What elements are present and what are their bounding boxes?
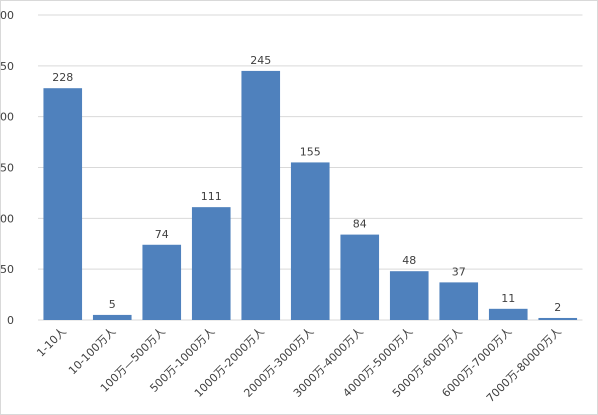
bar bbox=[538, 317, 578, 320]
y-tick-label: 50 bbox=[0, 263, 14, 276]
y-tick-label: 150 bbox=[0, 162, 14, 175]
y-tick-label: 200 bbox=[0, 111, 14, 124]
data-label: 111 bbox=[201, 190, 222, 203]
y-tick-label: 0 bbox=[7, 314, 14, 327]
data-label: 37 bbox=[452, 265, 466, 278]
data-label: 74 bbox=[155, 228, 169, 241]
bar bbox=[142, 244, 182, 320]
bar bbox=[340, 234, 380, 320]
y-tick-label: 300 bbox=[0, 9, 14, 22]
data-label: 245 bbox=[250, 54, 271, 67]
data-label: 2 bbox=[554, 301, 561, 314]
bar bbox=[92, 314, 132, 320]
bar bbox=[488, 308, 528, 320]
data-label: 84 bbox=[353, 218, 367, 231]
data-label: 48 bbox=[402, 254, 416, 267]
data-label: 155 bbox=[300, 145, 321, 158]
bar bbox=[439, 282, 479, 320]
bar bbox=[290, 162, 330, 320]
bar bbox=[389, 271, 429, 320]
data-label: 11 bbox=[501, 292, 515, 305]
y-tick-label: 250 bbox=[0, 60, 14, 73]
y-tick-label: 100 bbox=[0, 212, 14, 225]
bar bbox=[241, 70, 281, 321]
data-label: 228 bbox=[52, 71, 73, 84]
bar bbox=[43, 88, 83, 320]
bar bbox=[191, 207, 231, 320]
data-label: 5 bbox=[109, 298, 116, 311]
